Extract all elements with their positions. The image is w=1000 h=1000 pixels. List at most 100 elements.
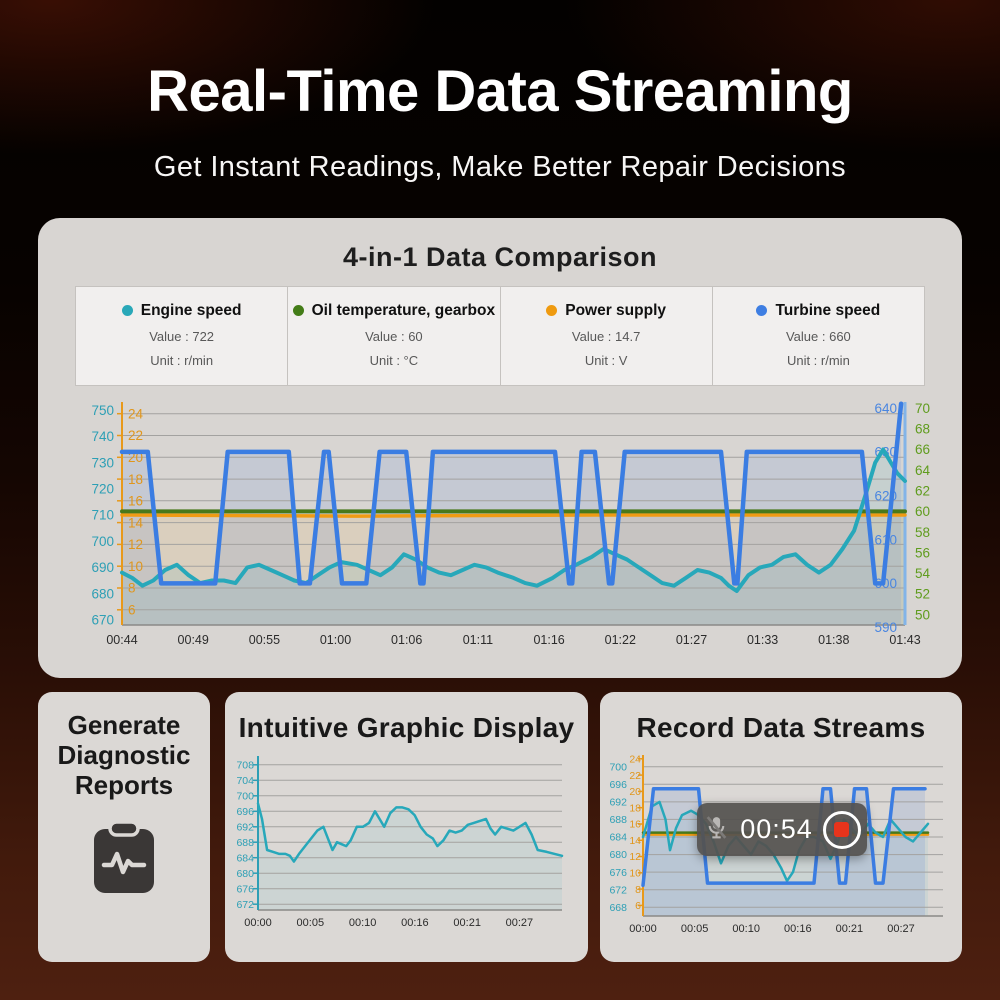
svg-text:12: 12 bbox=[128, 537, 143, 552]
legend-value: Value : 660 bbox=[785, 329, 851, 344]
svg-text:700: 700 bbox=[91, 534, 114, 549]
svg-text:6: 6 bbox=[128, 603, 136, 618]
reports-card: Generate Diagnostic Reports bbox=[38, 692, 210, 962]
svg-text:00:10: 00:10 bbox=[349, 917, 377, 929]
svg-text:00:55: 00:55 bbox=[249, 633, 280, 647]
svg-text:710: 710 bbox=[91, 508, 114, 523]
svg-text:58: 58 bbox=[915, 525, 930, 540]
svg-text:00:21: 00:21 bbox=[836, 923, 864, 935]
svg-text:692: 692 bbox=[236, 821, 254, 833]
svg-text:750: 750 bbox=[91, 403, 114, 418]
svg-text:672: 672 bbox=[236, 899, 254, 911]
svg-text:00:27: 00:27 bbox=[887, 923, 915, 935]
svg-text:64: 64 bbox=[915, 463, 931, 478]
svg-text:700: 700 bbox=[236, 791, 254, 803]
svg-text:696: 696 bbox=[609, 779, 627, 791]
svg-text:00:44: 00:44 bbox=[106, 633, 137, 647]
svg-text:692: 692 bbox=[609, 797, 627, 809]
svg-text:8: 8 bbox=[128, 581, 136, 596]
graphic-chart: 708 704 700 696 692 688 684 680 676 672 00:00 00:05… bbox=[228, 752, 585, 947]
svg-text:720: 720 bbox=[91, 482, 114, 497]
svg-text:01:38: 01:38 bbox=[818, 633, 849, 647]
svg-text:672: 672 bbox=[609, 884, 627, 896]
recording-time: 00:54 bbox=[740, 814, 813, 844]
record-card-title: Record Data Streams bbox=[636, 712, 926, 743]
svg-text:01:27: 01:27 bbox=[676, 633, 707, 647]
legend-item-engine-speed: Engine speed Value : 722 Unit : r/min bbox=[76, 287, 287, 385]
svg-text:740: 740 bbox=[91, 429, 114, 444]
svg-text:56: 56 bbox=[915, 545, 930, 560]
svg-text:700: 700 bbox=[609, 762, 627, 774]
comparison-title: 4-in-1 Data Comparison bbox=[342, 242, 658, 272]
svg-text:00:27: 00:27 bbox=[506, 917, 534, 929]
svg-text:00:16: 00:16 bbox=[784, 923, 812, 935]
legend-value: Value : 722 bbox=[149, 329, 215, 344]
legend-label: Oil temperature, gearbox bbox=[311, 302, 496, 319]
legend-label: Power supply bbox=[565, 302, 667, 319]
svg-text:20: 20 bbox=[629, 786, 641, 798]
svg-text:18: 18 bbox=[128, 472, 143, 487]
svg-text:18: 18 bbox=[629, 802, 641, 814]
svg-text:6: 6 bbox=[635, 900, 641, 912]
svg-text:00:21: 00:21 bbox=[453, 917, 481, 929]
svg-text:676: 676 bbox=[236, 883, 254, 895]
svg-text:704: 704 bbox=[236, 775, 254, 787]
svg-text:684: 684 bbox=[236, 852, 254, 864]
page-subtitle: Get Instant Readings, Make Better Repair… bbox=[153, 151, 847, 183]
power-supply-dot-icon bbox=[546, 305, 558, 316]
svg-text:16: 16 bbox=[128, 494, 143, 509]
svg-text:00:00: 00:00 bbox=[244, 917, 272, 929]
svg-text:600: 600 bbox=[874, 576, 897, 591]
record-streams-card: Record Data Streams 700 696 692 688 684 680 67… bbox=[600, 692, 962, 962]
svg-text:668: 668 bbox=[609, 902, 627, 914]
svg-text:00:10: 00:10 bbox=[732, 923, 760, 935]
oil-temperature-dot-icon bbox=[292, 305, 304, 316]
svg-text:730: 730 bbox=[91, 455, 114, 470]
svg-text:670: 670 bbox=[91, 613, 114, 628]
legend-panel: Engine speed Value : 722 Unit : r/min Oi… bbox=[75, 286, 925, 386]
svg-text:00:05: 00:05 bbox=[297, 917, 325, 929]
svg-text:24: 24 bbox=[629, 754, 641, 766]
svg-text:00:05: 00:05 bbox=[681, 923, 709, 935]
reports-card-title: Generate Diagnostic Reports bbox=[38, 710, 210, 800]
svg-text:68: 68 bbox=[915, 422, 930, 437]
svg-text:696: 696 bbox=[236, 806, 254, 818]
svg-text:590: 590 bbox=[874, 620, 897, 635]
turbine-speed-dot-icon bbox=[756, 305, 768, 316]
svg-text:688: 688 bbox=[236, 837, 254, 849]
svg-text:708: 708 bbox=[236, 760, 254, 772]
reports-title-line: Reports bbox=[74, 770, 174, 801]
svg-text:01:16: 01:16 bbox=[533, 633, 564, 647]
svg-text:50: 50 bbox=[915, 607, 930, 622]
data-comparison-card: 4-in-1 Data Comparison Engine speed Valu… bbox=[38, 218, 962, 678]
svg-text:01:22: 01:22 bbox=[605, 633, 636, 647]
svg-text:52: 52 bbox=[915, 587, 930, 602]
legend-item-oil-temperature: Oil temperature, gearbox Value : 60 Unit… bbox=[287, 287, 499, 385]
graphic-card-title: Intuitive Graphic Display bbox=[238, 712, 575, 743]
comparison-chart: 750 740 730 720 710 700 690 680 670 24 22 20 18 16 14 1… bbox=[38, 398, 962, 660]
svg-text:24: 24 bbox=[128, 406, 144, 421]
reports-title-line: Generate bbox=[67, 710, 181, 740]
recorder-overlay: 00:54 bbox=[697, 803, 867, 856]
legend-unit: Unit : V bbox=[584, 353, 628, 368]
svg-text:14: 14 bbox=[128, 515, 144, 530]
svg-text:62: 62 bbox=[915, 484, 930, 499]
svg-text:680: 680 bbox=[609, 849, 627, 861]
legend-label: Turbine speed bbox=[775, 302, 881, 319]
svg-text:10: 10 bbox=[128, 559, 143, 574]
svg-text:22: 22 bbox=[629, 770, 641, 782]
legend-value: Value : 14.7 bbox=[571, 329, 641, 344]
svg-text:690: 690 bbox=[91, 560, 114, 575]
page-title: Real-Time Data Streaming bbox=[147, 59, 853, 124]
svg-text:60: 60 bbox=[915, 504, 930, 519]
svg-text:00:16: 00:16 bbox=[401, 917, 429, 929]
legend-value: Value : 60 bbox=[365, 329, 423, 344]
stop-record-button[interactable] bbox=[822, 810, 861, 849]
svg-text:14: 14 bbox=[629, 835, 641, 847]
svg-text:22: 22 bbox=[128, 428, 143, 443]
svg-text:16: 16 bbox=[629, 819, 641, 831]
svg-text:70: 70 bbox=[915, 401, 930, 416]
svg-text:680: 680 bbox=[236, 868, 254, 880]
svg-text:00:00: 00:00 bbox=[629, 923, 657, 935]
